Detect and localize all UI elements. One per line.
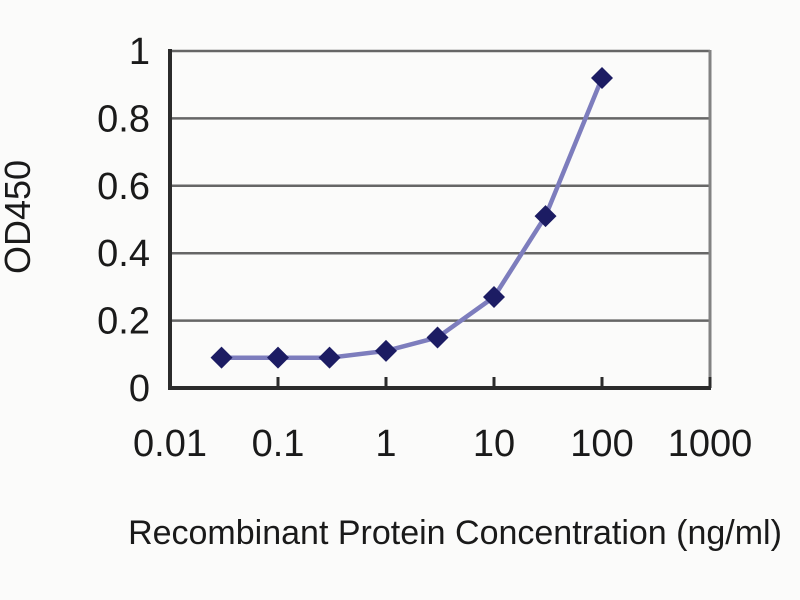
x-axis-title: Recombinant Protein Concentration (ng/ml… [128, 514, 782, 552]
x-tick-label-1000: 1000 [668, 423, 753, 465]
data-point-marker-0.3 [318, 346, 341, 369]
data-point-marker-100 [591, 66, 613, 89]
y-tick-label-0.6: 0.6 [97, 166, 150, 208]
data-point-marker-1 [375, 339, 397, 362]
data-point-marker-10 [483, 286, 505, 309]
data-point-marker-30 [534, 205, 557, 228]
y-tick-label-0.8: 0.8 [97, 98, 150, 140]
x-tick-label-10: 10 [473, 423, 515, 465]
x-tick-label-0.1: 0.1 [252, 423, 305, 465]
x-tick-label-100: 100 [570, 423, 633, 465]
x-tick-label-0.01: 0.01 [133, 423, 207, 465]
y-tick-label-1: 1 [129, 31, 150, 73]
data-point-marker-0.1 [267, 346, 289, 369]
x-tick-label-1: 1 [375, 423, 396, 465]
y-tick-label-0: 0 [129, 368, 150, 410]
y-axis-title: OD450 [0, 159, 38, 275]
data-point-marker-3 [426, 326, 449, 349]
data-point-marker-0.03 [210, 346, 233, 369]
y-tick-label-0.2: 0.2 [97, 301, 150, 343]
y-tick-label-0.4: 0.4 [97, 233, 150, 275]
